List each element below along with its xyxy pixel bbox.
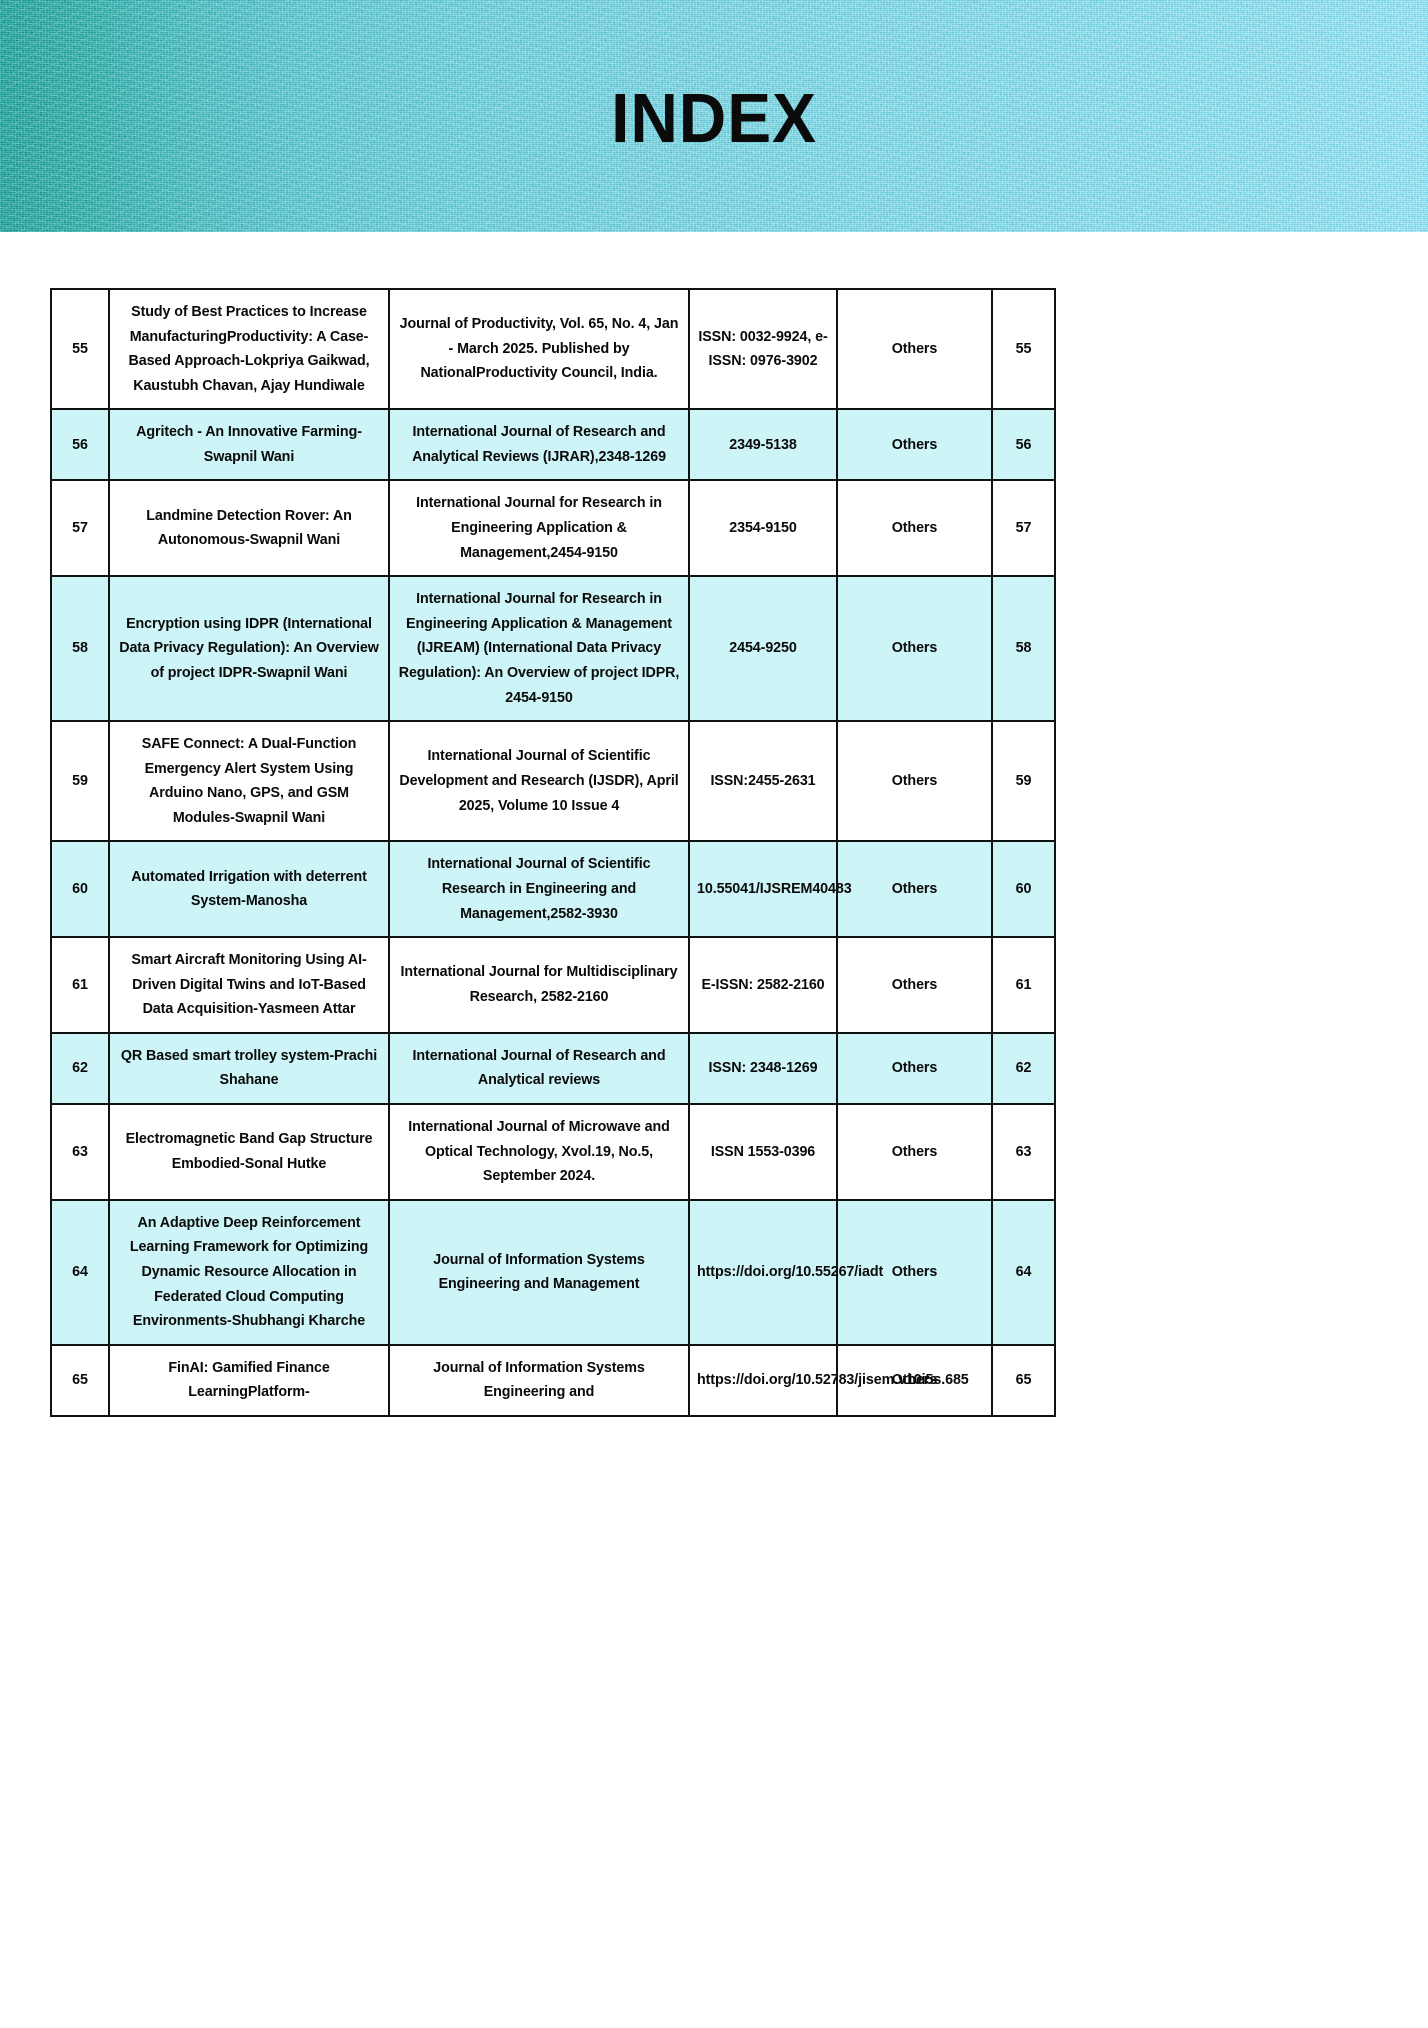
table-row: 57 Landmine Detection Rover: An Autonomou… xyxy=(50,479,1056,578)
cell-issn-doi: E-ISSN: 2582-2160 xyxy=(688,936,838,1034)
cell-paper-title: Agritech - An Innovative Farming-Swapnil… xyxy=(108,408,390,482)
cell-serial-number: 62 xyxy=(50,1031,110,1106)
cell-category: Others xyxy=(836,1103,993,1201)
cell-paper-title: Electromagnetic Band Gap Structure Embod… xyxy=(108,1103,390,1201)
cell-page-number: 64 xyxy=(991,1198,1056,1346)
cell-serial-number: 56 xyxy=(50,408,110,482)
cell-serial-number: 65 xyxy=(50,1343,110,1417)
table-row: 58 Encryption using IDPR (International D… xyxy=(50,575,1056,723)
cell-paper-title: QR Based smart trolley system-Prachi Sha… xyxy=(108,1031,390,1106)
cell-paper-title: An Adaptive Deep Reinforcement Learning … xyxy=(108,1198,390,1346)
index-table-container: 55 Study of Best Practices to Increase Ma… xyxy=(50,287,1056,1417)
cell-page-number: 55 xyxy=(991,287,1056,411)
table-row: 60 Automated Irrigation with deterrent Sy… xyxy=(50,840,1056,939)
cell-paper-title: Automated Irrigation with deterrent Syst… xyxy=(108,840,390,939)
cell-issn-doi: ISSN:2455-2631 xyxy=(688,720,838,843)
cell-category: Others xyxy=(836,720,993,843)
table-row: 59 SAFE Connect: A Dual-Function Emergenc… xyxy=(50,720,1056,843)
cell-journal-name: Journal of Productivity, Vol. 65, No. 4,… xyxy=(388,287,690,411)
cell-category: Others xyxy=(836,840,993,939)
cell-paper-title: FinAI: Gamified Finance LearningPlatform… xyxy=(108,1343,390,1417)
cell-page-number: 59 xyxy=(991,720,1056,843)
cell-serial-number: 55 xyxy=(50,287,110,411)
cell-category: Others xyxy=(836,1198,993,1346)
cell-journal-name: International Journal of Research and An… xyxy=(388,1031,690,1106)
cell-paper-title: Smart Aircraft Monitoring Using AI-Drive… xyxy=(108,936,390,1034)
cell-serial-number: 60 xyxy=(50,840,110,939)
index-table: 55 Study of Best Practices to Increase Ma… xyxy=(50,287,1056,1417)
cell-category: Others xyxy=(836,1031,993,1106)
page-title: INDEX xyxy=(611,79,817,157)
cell-journal-name: International Journal for Multidisciplin… xyxy=(388,936,690,1034)
cell-page-number: 57 xyxy=(991,479,1056,578)
cell-issn-doi: ISSN: 2348-1269 xyxy=(688,1031,838,1106)
cell-serial-number: 58 xyxy=(50,575,110,723)
cell-serial-number: 57 xyxy=(50,479,110,578)
index-table-body: 55 Study of Best Practices to Increase Ma… xyxy=(50,287,1056,1417)
cell-issn-doi: ISSN 1553-0396 xyxy=(688,1103,838,1201)
table-row: 65 FinAI: Gamified Finance LearningPlatfo… xyxy=(50,1343,1056,1417)
cell-category: Others xyxy=(836,479,993,578)
cell-journal-name: International Journal of Scientific Deve… xyxy=(388,720,690,843)
cell-serial-number: 64 xyxy=(50,1198,110,1346)
cell-page-number: 63 xyxy=(991,1103,1056,1201)
cell-issn-doi: 2454-9250 xyxy=(688,575,838,723)
table-row: 64 An Adaptive Deep Reinforcement Learnin… xyxy=(50,1198,1056,1346)
table-row: 62 QR Based smart trolley system-Prachi S… xyxy=(50,1031,1056,1106)
header-texture-overlay-secondary xyxy=(0,0,1428,232)
cell-page-number: 62 xyxy=(991,1031,1056,1106)
cell-serial-number: 59 xyxy=(50,720,110,843)
cell-issn-doi: 10.55041/IJSREM40483 xyxy=(688,840,852,939)
cell-journal-name: International Journal of Microwave and O… xyxy=(388,1103,690,1201)
cell-page-number: 65 xyxy=(991,1343,1056,1417)
cell-journal-name: Journal of Information Systems Engineeri… xyxy=(388,1343,690,1417)
cell-journal-name: International Journal for Research in En… xyxy=(388,575,690,723)
table-row: 61 Smart Aircraft Monitoring Using AI-Dri… xyxy=(50,936,1056,1034)
cell-category: Others xyxy=(836,1343,993,1417)
cell-category: Others xyxy=(836,575,993,723)
header-texture-overlay xyxy=(0,0,1428,232)
cell-journal-name: International Journal of Research and An… xyxy=(388,408,690,482)
cell-page-number: 56 xyxy=(991,408,1056,482)
cell-page-number: 61 xyxy=(991,936,1056,1034)
cell-paper-title: Study of Best Practices to Increase Manu… xyxy=(108,287,390,411)
cell-serial-number: 61 xyxy=(50,936,110,1034)
table-row: 63 Electromagnetic Band Gap Structure Emb… xyxy=(50,1103,1056,1201)
cell-paper-title: Encryption using IDPR (International Dat… xyxy=(108,575,390,723)
cell-page-number: 60 xyxy=(991,840,1056,939)
page-header-banner: INDEX xyxy=(0,0,1428,232)
cell-category: Others xyxy=(836,936,993,1034)
cell-issn-doi: https://doi.org/10.52783/jisem.v10i5s.68… xyxy=(688,1343,969,1417)
cell-paper-title: Landmine Detection Rover: An Autonomous-… xyxy=(108,479,390,578)
cell-issn-doi: ISSN: 0032-9924, e-ISSN: 0976-3902 xyxy=(688,287,838,411)
table-row: 55 Study of Best Practices to Increase Ma… xyxy=(50,287,1056,411)
cell-paper-title: SAFE Connect: A Dual-Function Emergency … xyxy=(108,720,390,843)
cell-category: Others xyxy=(836,287,993,411)
cell-issn-doi: 2349-5138 xyxy=(688,408,838,482)
cell-journal-name: International Journal for Research in En… xyxy=(388,479,690,578)
cell-journal-name: Journal of Information Systems Engineeri… xyxy=(388,1198,690,1346)
cell-issn-doi: https://doi.org/10.55267/iadt xyxy=(688,1198,883,1346)
cell-issn-doi: 2354-9150 xyxy=(688,479,838,578)
table-row: 56 Agritech - An Innovative Farming-Swapn… xyxy=(50,408,1056,482)
cell-page-number: 58 xyxy=(991,575,1056,723)
cell-category: Others xyxy=(836,408,993,482)
cell-journal-name: International Journal of Scientific Rese… xyxy=(388,840,690,939)
cell-serial-number: 63 xyxy=(50,1103,110,1201)
